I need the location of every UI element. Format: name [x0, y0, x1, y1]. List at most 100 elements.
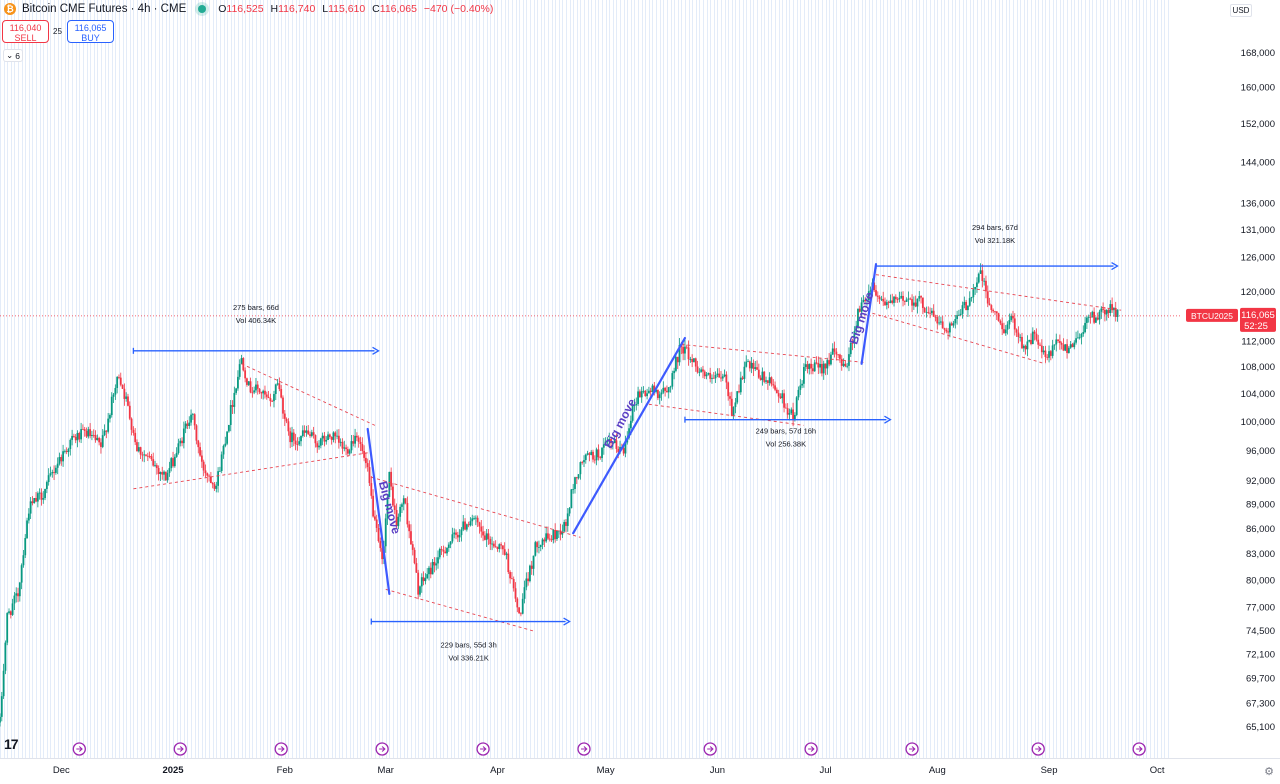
candle-body	[1003, 329, 1005, 334]
candle-body	[730, 398, 733, 416]
time-axis[interactable]: Dec 2025 Feb Mar Apr May Jun Jul Aug Sep Oct	[0, 758, 1280, 784]
low-value: 115,610	[328, 3, 366, 15]
price-axis[interactable]: 65,100 67,300 69,700 72,100 74,500 77,000 80,0…	[1180, 0, 1280, 784]
candle-body	[611, 443, 614, 444]
event-marker-icon[interactable]	[476, 742, 490, 756]
candle-body	[375, 519, 378, 528]
event-marker-icon[interactable]	[1031, 742, 1045, 756]
candle-body	[995, 311, 998, 314]
candle-body	[655, 389, 657, 392]
symbol-legend: ₿ Bitcoin CME Futures · 4h · CME O116,52…	[4, 3, 497, 15]
sell-label: SELL	[14, 33, 37, 43]
bitcoin-icon: ₿	[4, 3, 16, 15]
event-marker-icon[interactable]	[1132, 742, 1146, 756]
candle-body	[20, 565, 23, 583]
candle-body	[480, 526, 483, 532]
candle-body	[146, 455, 149, 457]
candle-body	[361, 443, 364, 451]
candle-body	[222, 445, 225, 455]
candle-body	[1095, 317, 1097, 323]
candle-body	[514, 588, 517, 599]
event-marker-icon[interactable]	[173, 742, 187, 756]
tradingview-logo-icon[interactable]: 17	[4, 736, 19, 752]
candle-body	[682, 346, 685, 354]
candle-body	[1024, 345, 1027, 350]
event-marker-icon[interactable]	[274, 742, 288, 756]
candle-body	[1071, 344, 1074, 348]
candle-body	[1087, 316, 1090, 318]
gear-icon[interactable]: ⚙	[1264, 766, 1274, 778]
candle-body	[1033, 331, 1036, 334]
candle-body	[779, 396, 782, 399]
candle-body	[700, 369, 703, 372]
candle-body	[988, 303, 991, 306]
candle-body	[703, 371, 706, 377]
candle-body	[1098, 311, 1101, 320]
event-marker-icon[interactable]	[375, 742, 389, 756]
candle-body	[8, 611, 10, 614]
candle-body	[503, 549, 506, 555]
candle-body	[1057, 339, 1059, 342]
candle-body	[114, 387, 117, 395]
candle-body	[963, 301, 966, 306]
candle-body	[617, 448, 620, 453]
candle-body	[145, 454, 147, 456]
candle-body	[658, 394, 661, 399]
candle-body	[766, 380, 769, 383]
currency-selector[interactable]: USD	[1230, 4, 1252, 17]
sell-button[interactable]: 116,040 SELL	[2, 20, 49, 43]
candle-body	[972, 289, 975, 298]
candle-body	[1031, 331, 1034, 345]
candle-body	[195, 425, 198, 441]
event-marker-icon[interactable]	[905, 742, 919, 756]
symbol-title[interactable]: Bitcoin CME Futures · 4h · CME	[22, 3, 187, 15]
candle-body	[478, 522, 481, 527]
candle-body	[127, 396, 129, 406]
candle-body	[428, 567, 430, 575]
candle-body	[846, 365, 849, 367]
candle-body	[590, 451, 593, 455]
candle-body	[473, 518, 475, 520]
price-tick-label: 92,000	[1246, 476, 1275, 487]
candle-body	[465, 524, 468, 530]
event-marker-icon[interactable]	[72, 742, 86, 756]
candle-body	[98, 437, 101, 443]
candle-body	[148, 455, 151, 457]
candle-body	[211, 483, 214, 485]
price-tick-label: 67,300	[1246, 698, 1275, 709]
candle-body	[967, 305, 969, 311]
candle-body	[1104, 309, 1106, 315]
candle-body	[94, 435, 97, 441]
candle-body	[74, 436, 77, 441]
event-marker-icon[interactable]	[703, 742, 717, 756]
candle-body	[208, 475, 210, 477]
candle-body	[249, 381, 252, 393]
arrow-right-icon	[278, 746, 285, 752]
big-move-line	[366, 427, 391, 595]
event-marker-icon[interactable]	[577, 742, 591, 756]
candle-body	[168, 468, 171, 473]
candle-body	[1017, 332, 1020, 337]
candle-body	[667, 387, 670, 393]
candle-body	[363, 450, 365, 458]
buy-button[interactable]: 116,065 BUY	[67, 20, 114, 43]
open-value: 116,525	[226, 3, 264, 15]
indicators-toggle[interactable]: ⌄ 6	[3, 49, 23, 62]
symbol-tag-background	[1186, 308, 1238, 322]
candle-body	[757, 369, 760, 378]
candle-body	[889, 300, 892, 303]
candle-body	[217, 471, 219, 486]
candle-body	[238, 364, 241, 377]
event-marker-icon[interactable]	[804, 742, 818, 756]
candle-body	[152, 459, 155, 466]
candle-body	[545, 533, 548, 542]
high-value: 116,740	[278, 3, 316, 15]
candle-body	[321, 435, 324, 439]
bar-countdown: 52:25	[1244, 321, 1268, 332]
event-markers[interactable]	[72, 742, 1146, 756]
candle-body	[354, 435, 356, 444]
candle-body	[876, 295, 879, 297]
candle-body	[107, 418, 110, 432]
candle-body	[997, 313, 1000, 321]
